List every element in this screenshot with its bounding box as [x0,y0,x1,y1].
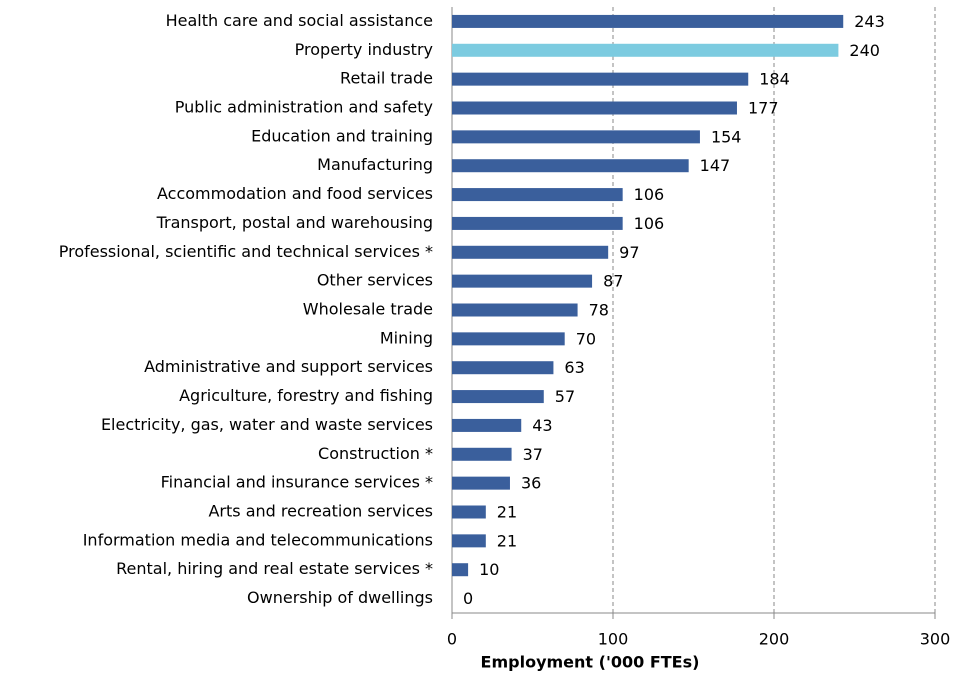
data-label: 147 [700,156,731,175]
y-tick-label: Financial and insurance services * [161,473,433,492]
bar [452,130,700,144]
bar [452,447,512,461]
y-tick-label: Health care and social assistance [166,11,433,30]
data-label: 106 [634,185,665,204]
data-label: 0 [463,589,473,608]
y-tick-label: Rental, hiring and real estate services … [116,559,433,578]
bar [452,72,749,86]
bar [452,159,689,173]
y-tick-label: Transport, postal and warehousing [156,213,433,232]
y-tick-label: Property industry [295,40,433,59]
y-tick-label: Construction * [318,444,433,463]
data-label: 70 [576,329,596,348]
bar [452,245,609,259]
y-tick-label: Retail trade [340,69,433,88]
bar [452,216,623,230]
bar [452,505,486,519]
data-label: 36 [521,474,541,493]
y-tick-label: Administrative and support services [144,357,433,376]
bar [452,43,839,57]
y-tick-label: Ownership of dwellings [247,588,433,607]
x-tick-label: 0 [447,630,457,649]
bar [452,418,522,432]
data-label: 106 [634,214,665,233]
bar [452,361,554,375]
data-label: 154 [711,127,742,146]
data-label: 57 [555,387,575,406]
data-label: 43 [532,416,552,435]
data-label: 37 [523,445,543,464]
data-label: 10 [479,560,499,579]
data-label: 184 [759,70,790,89]
x-tick-label: 200 [759,630,790,649]
y-tick-label: Other services [317,271,433,290]
y-tick-label: Electricity, gas, water and waste servic… [101,415,433,434]
bar [452,534,486,548]
bar [452,101,737,115]
y-tick-label: Public administration and safety [175,98,433,117]
bar [452,14,844,28]
y-tick-label: Agriculture, forestry and fishing [179,386,433,405]
x-axis-label: Employment ('000 FTEs) [481,653,700,672]
y-tick-label: Accommodation and food services [157,184,433,203]
data-label: 97 [619,243,639,262]
y-tick-label: Professional, scientific and technical s… [59,242,433,261]
x-tick-label: 300 [920,630,951,649]
bar [452,332,565,346]
data-label: 243 [854,12,885,31]
bar [452,563,469,577]
y-tick-label: Mining [380,328,433,347]
data-label: 63 [564,358,584,377]
y-tick-label: Wholesale trade [303,300,433,319]
bar [452,390,544,404]
y-tick-label: Manufacturing [317,155,433,174]
bar [452,476,510,490]
data-label: 21 [497,503,517,522]
x-tick-label: 100 [598,630,629,649]
data-label: 87 [603,272,623,291]
bar [452,188,623,202]
y-tick-label: Information media and telecommunications [83,530,433,549]
y-tick-label: Arts and recreation services [208,502,433,521]
data-label: 177 [748,99,779,118]
y-tick-label: Education and training [251,126,433,145]
bar [452,303,578,317]
bar [452,274,593,288]
data-label: 240 [849,41,880,60]
data-label: 21 [497,531,517,550]
data-label: 78 [589,301,609,320]
